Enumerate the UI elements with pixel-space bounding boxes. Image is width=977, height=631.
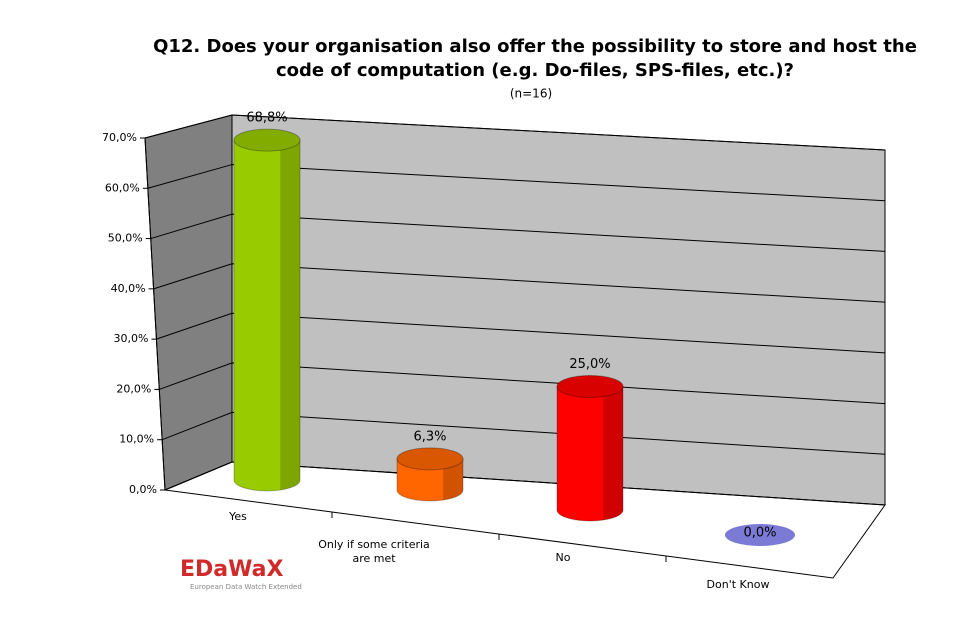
bar-shade bbox=[603, 386, 623, 520]
grid-line bbox=[156, 312, 886, 354]
value-label: 6,3% bbox=[413, 429, 446, 444]
bar-top bbox=[556, 375, 624, 398]
chart-title: code of computation (e.g. Do-files, SPS-… bbox=[275, 60, 795, 81]
x-tick-label: Don't Know bbox=[707, 578, 770, 591]
grid-line bbox=[153, 263, 886, 303]
x-tick-label: No bbox=[556, 551, 571, 564]
y-tick-label: 10,0% bbox=[119, 433, 154, 446]
subtitle: (n=16) bbox=[510, 87, 552, 101]
grid-line bbox=[147, 164, 886, 202]
logo-name: EDaWaX bbox=[180, 557, 283, 582]
y-tick-label: 50,0% bbox=[108, 232, 143, 245]
side-wall bbox=[144, 114, 233, 491]
y-tick-label: 40,0% bbox=[111, 282, 146, 295]
y-tick-label: 60,0% bbox=[105, 181, 140, 194]
bar bbox=[396, 458, 464, 502]
chart-title: Q12. Does your organisation also offer t… bbox=[153, 36, 917, 57]
value-label: 68,8% bbox=[246, 111, 287, 126]
grid-line bbox=[161, 411, 886, 455]
bar-top bbox=[233, 128, 301, 152]
bar bbox=[233, 139, 301, 492]
y-tick-label: 70,0% bbox=[102, 131, 137, 144]
bar-shade bbox=[280, 140, 300, 490]
y-axis bbox=[144, 137, 166, 491]
bar-top bbox=[396, 447, 464, 471]
y-tick-label: 30,0% bbox=[113, 332, 148, 345]
grid-line bbox=[150, 213, 886, 252]
logo-tagline: European Data Watch Extended bbox=[190, 583, 302, 591]
x-tick-label: Only if some criteria are met bbox=[318, 538, 430, 565]
y-tick-label: 0,0% bbox=[129, 483, 157, 496]
bar bbox=[556, 386, 624, 522]
bar-shade bbox=[443, 458, 463, 500]
grid-line bbox=[159, 362, 886, 405]
grid-line bbox=[164, 461, 886, 506]
grid-line bbox=[144, 114, 886, 151]
x-tick-label: Yes bbox=[228, 510, 247, 523]
value-label: 0,0% bbox=[743, 526, 776, 541]
y-tick-label: 20,0% bbox=[116, 382, 151, 395]
bar bbox=[725, 524, 795, 546]
value-label: 25,0% bbox=[569, 357, 610, 372]
